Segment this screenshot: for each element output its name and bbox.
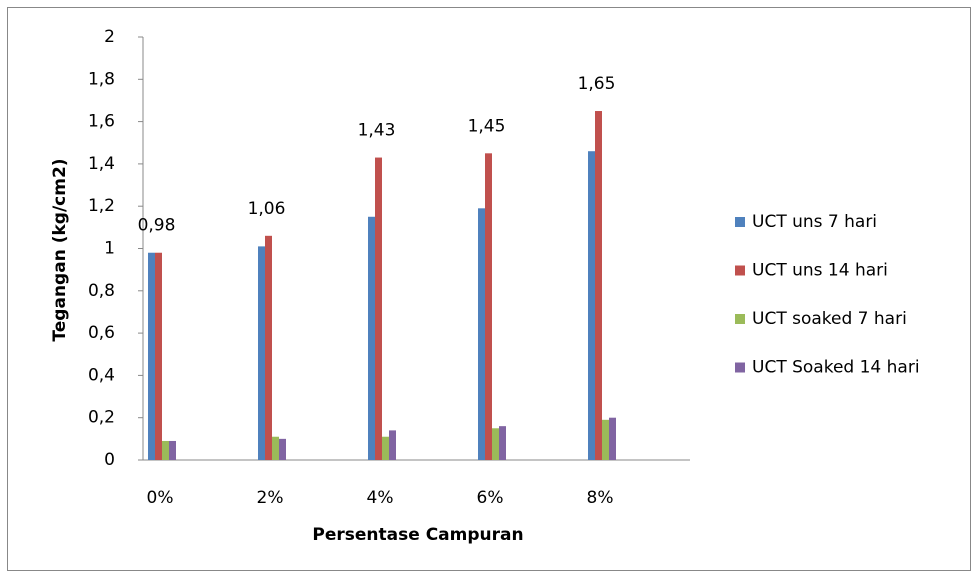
data-label: 0,98 [138, 216, 176, 236]
bar [258, 246, 265, 460]
y-tick-label: 0,8 [88, 281, 115, 301]
x-tick-label: 4% [367, 488, 394, 508]
legend-swatch [735, 362, 745, 373]
bar [382, 436, 389, 460]
y-tick-label: 0,4 [88, 365, 115, 385]
bar [595, 111, 602, 461]
data-label: 1,45 [468, 116, 506, 136]
legend-swatch [735, 217, 745, 227]
x-axis-title: Persentase Campuran [312, 525, 523, 545]
bar [155, 252, 162, 460]
x-tick-label: 6% [477, 488, 504, 508]
bar [169, 440, 176, 460]
legend-swatch [735, 265, 745, 276]
bar [588, 151, 595, 460]
legend-label: UCT Soaked 14 hari [752, 358, 920, 378]
y-tick-label: 0,6 [88, 323, 115, 343]
legend-label: UCT soaked 7 hari [752, 309, 907, 329]
x-tick-label: 2% [257, 488, 284, 508]
x-tick-label: 0% [147, 488, 174, 508]
data-label: 1,06 [248, 199, 286, 219]
data-label: 1,65 [578, 74, 616, 94]
legend-swatch [735, 314, 745, 324]
y-tick-label: 0,2 [88, 408, 115, 428]
y-tick-label: 1,2 [88, 196, 115, 216]
bar [279, 438, 286, 460]
bar [499, 426, 506, 460]
legend-label: UCT uns 14 hari [752, 261, 888, 281]
y-axis-title: Tegangan (kg/cm2) [50, 158, 70, 341]
bar [485, 153, 492, 460]
y-tick-label: 1,4 [88, 154, 115, 174]
bar [162, 440, 169, 460]
bar [609, 417, 616, 460]
data-label: 1,43 [358, 121, 396, 141]
y-tick-label: 2 [104, 27, 115, 47]
y-tick-label: 1 [104, 239, 115, 259]
y-tick-label: 1,8 [88, 69, 115, 89]
bar [272, 436, 279, 460]
x-tick-label: 8% [587, 488, 614, 508]
bar [148, 252, 155, 460]
bar [602, 419, 609, 460]
bar [389, 430, 396, 460]
bar [492, 428, 499, 460]
bar [375, 157, 382, 460]
legend-label: UCT uns 7 hari [752, 212, 877, 232]
bar [368, 216, 375, 460]
y-tick-label: 0 [104, 450, 115, 470]
bar [265, 235, 272, 460]
y-tick-label: 1,6 [88, 112, 115, 132]
bar [478, 208, 485, 460]
